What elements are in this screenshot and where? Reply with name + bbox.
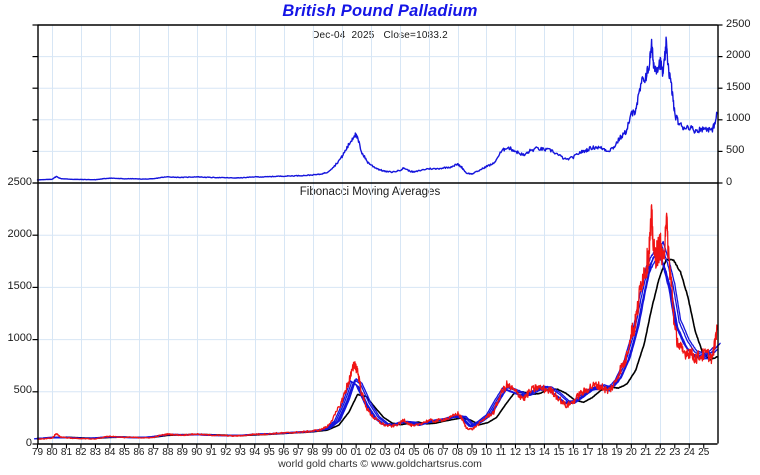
y-axis-right-tick-label: 500 [726, 143, 745, 156]
x-axis-tick-label: 24 [683, 447, 695, 458]
upper-price-line [36, 36, 718, 181]
y-axis-left-tick-label: 2000 [7, 227, 32, 240]
x-axis-tick-label: 01 [350, 447, 362, 458]
x-axis-tick-label: 04 [394, 447, 406, 458]
x-axis-tick-label: 87 [147, 447, 159, 458]
x-axis-tick-label: 84 [104, 447, 116, 458]
x-axis-tick-label: 11 [495, 447, 507, 458]
x-axis-tick-label: 79 [31, 447, 44, 458]
x-axis-tick-label: 80 [46, 447, 58, 458]
x-axis-tick-label: 94 [249, 447, 261, 458]
ma-fast-line [38, 244, 720, 440]
x-axis-tick-label: 21 [640, 447, 652, 458]
x-axis-tick-label: 15 [553, 447, 565, 458]
x-axis-tick-label: 02 [365, 447, 377, 458]
y-axis-left-tick-label: 2500 [7, 175, 32, 188]
lower-panel-title: Fibonacci Moving Averages [299, 186, 441, 198]
x-axis-tick-label: 03 [379, 447, 391, 458]
x-axis-tick-label: 25 [698, 447, 710, 458]
x-axis-tick-label: 10 [480, 447, 493, 458]
x-axis-tick-label: 86 [133, 447, 145, 458]
x-axis-tick-label: 96 [278, 447, 290, 458]
x-axis-tick-label: 95 [263, 447, 275, 458]
x-axis-tick-label: 06 [422, 447, 435, 458]
x-axis-tick-label: 99 [321, 447, 333, 458]
x-axis-tick-label: 14 [538, 447, 550, 458]
x-axis-tick-label: 85 [118, 447, 130, 458]
x-axis-tick-label: 19 [611, 447, 623, 458]
x-axis-tick-label: 00 [336, 447, 348, 458]
x-axis-tick-label: 93 [234, 447, 246, 458]
lower-price-line [36, 204, 718, 440]
x-axis-tick-label: 92 [220, 447, 232, 458]
x-axis-tick-label: 17 [582, 447, 594, 458]
y-axis-left-tick-label: 500 [13, 384, 32, 397]
x-axis-tick-label: 91 [205, 447, 217, 458]
ma-fast-line [33, 247, 715, 440]
x-axis-tick-label: 13 [524, 447, 536, 458]
y-axis-left-tick-label: 1500 [7, 279, 32, 292]
x-axis-tick-label: 07 [437, 447, 449, 458]
y-axis-left-tick-label: 1000 [7, 332, 32, 345]
y-axis-right-tick-label: 0 [726, 175, 733, 188]
x-axis-tick-label: 90 [191, 447, 203, 458]
y-axis-right-tick-label: 2000 [726, 49, 751, 62]
x-axis-tick-label: 23 [669, 447, 681, 458]
x-axis-tick-label: 09 [466, 447, 478, 458]
x-axis-tick-label: 97 [292, 447, 304, 458]
x-axis-tick-label: 20 [625, 447, 637, 458]
x-axis-tick-label: 22 [654, 447, 666, 458]
x-axis-tick-label: 05 [408, 447, 420, 458]
y-axis-right-tick-label: 1500 [726, 80, 751, 93]
y-axis-right-tick-label: 2500 [726, 17, 751, 30]
chart-credit: world gold charts © www.goldchartsrus.co… [278, 458, 482, 470]
x-axis-tick-label: 16 [567, 447, 579, 458]
x-axis-tick-label: 12 [509, 447, 522, 458]
chart-title: British Pound Palladium [282, 2, 478, 20]
x-axis-tick-label: 89 [176, 447, 188, 458]
x-axis-tick-label: 98 [307, 447, 319, 458]
x-axis-tick-label: 18 [596, 447, 608, 458]
x-axis-tick-label: 82 [75, 447, 87, 458]
x-axis-tick-label: 88 [162, 447, 174, 458]
y-axis-right-tick-label: 1000 [726, 112, 751, 125]
x-axis-tick-label: 08 [451, 447, 464, 458]
x-axis-tick-label: 81 [60, 447, 73, 458]
chart-subtitle: Dec-04 2025 Close=1083.2 [312, 30, 448, 41]
x-axis-tick-label: 83 [89, 447, 101, 458]
y-axis-left-tick-label: 0 [25, 436, 32, 449]
